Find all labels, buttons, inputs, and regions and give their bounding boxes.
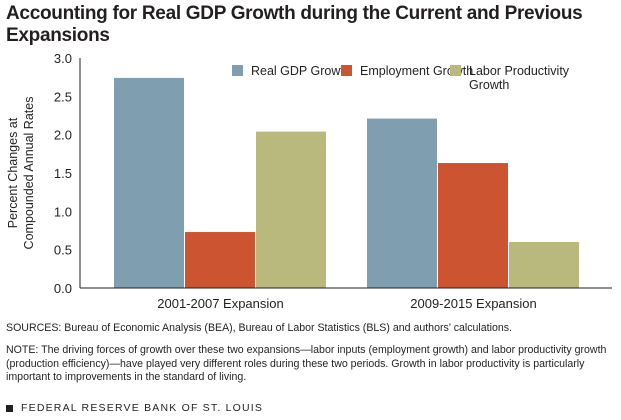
legend-label: Labor Productivity: [469, 64, 570, 78]
sources-note: SOURCES: Bureau of Economic Analysis (BE…: [6, 322, 512, 334]
y-tick-label: 1.5: [54, 166, 72, 181]
legend-swatch: [232, 65, 243, 76]
legend-label: Growth: [469, 78, 509, 92]
y-tick-label: 1.0: [54, 204, 72, 219]
y-axis-label-line1: Percent Changes at: [6, 117, 20, 228]
bar: [185, 232, 255, 288]
bar: [256, 131, 326, 288]
x-category-label: 2009-2015 Expansion: [410, 296, 537, 311]
x-category-label: 2001-2007 Expansion: [157, 296, 284, 311]
bar: [114, 77, 184, 288]
bar: [367, 118, 437, 288]
legend-swatch: [341, 65, 352, 76]
y-tick-label: 0.0: [54, 281, 72, 296]
bar: [509, 242, 579, 288]
legend-label: Real GDP Growth: [251, 64, 351, 78]
y-tick-label: 2.5: [54, 89, 72, 104]
bar: [438, 163, 508, 288]
y-axis-label-line2: Compounded Annual Rates: [22, 97, 36, 250]
y-tick-label: 3.0: [54, 51, 72, 66]
y-tick-label: 2.0: [54, 128, 72, 143]
legend-swatch: [450, 65, 461, 76]
footer-square-icon: [6, 404, 13, 412]
explanatory-note: NOTE: The driving forces of growth over …: [6, 344, 607, 383]
footer-label: FEDERAL RESERVE BANK OF ST. LOUIS: [21, 402, 264, 414]
chart-title: Accounting for Real GDP Growth during th…: [6, 3, 583, 46]
y-tick-label: 0.5: [54, 243, 72, 258]
bar-chart: 0.0 0.5 1.0 1.5 2.0 2.5 3.0 Percent Changes at C…: [6, 51, 612, 311]
footer: FEDERAL RESERVE BANK OF ST. LOUIS: [6, 401, 263, 415]
legend-label: Employment Growth: [360, 64, 473, 78]
